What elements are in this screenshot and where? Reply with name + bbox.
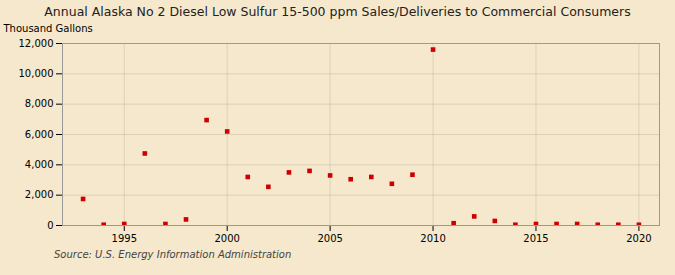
svg-text:2,000: 2,000: [25, 189, 54, 200]
svg-text:8,000: 8,000: [25, 98, 54, 109]
svg-text:6,000: 6,000: [25, 129, 54, 140]
svg-text:10,000: 10,000: [19, 68, 54, 79]
svg-text:4,000: 4,000: [25, 159, 54, 170]
svg-text:2015: 2015: [523, 233, 548, 244]
html-text:Source: U.S. Energy Informatio: Source: U.S. Energy Information Administ…: [54, 249, 292, 260]
svg-text:0: 0: [47, 220, 53, 231]
svg-text:2000: 2000: [214, 233, 239, 244]
svg-text:2010: 2010: [420, 233, 445, 244]
svg-text:2020: 2020: [626, 233, 651, 244]
svg-text:Thousand Gallons: Thousand Gallons: [3, 23, 93, 34]
svg-text:1995: 1995: [112, 233, 137, 244]
svg-text:12,000: 12,000: [19, 38, 54, 49]
html-text:Annual Alaska No 2 Diesel Low: Annual Alaska No 2 Diesel Low Sulfur 15-…: [44, 4, 631, 19]
svg-text:2005: 2005: [317, 233, 342, 244]
